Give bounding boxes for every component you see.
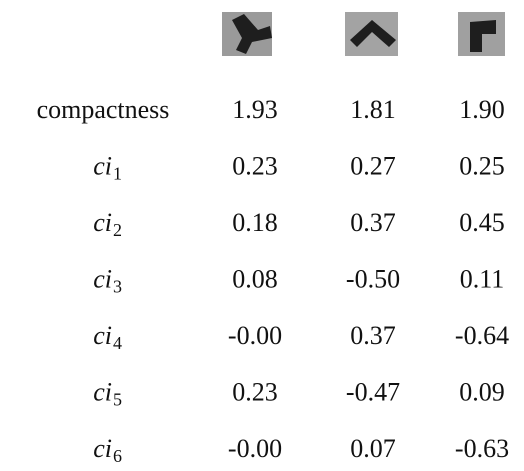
cell-value: 0.45 bbox=[459, 208, 505, 237]
cell-value: -0.47 bbox=[346, 377, 400, 406]
cell-value: 0.18 bbox=[232, 208, 278, 237]
row-label-subscript: 2 bbox=[113, 220, 122, 240]
cell-value: -0.00 bbox=[228, 321, 282, 350]
cell-value: 0.09 bbox=[459, 377, 505, 406]
row-label: compactness bbox=[37, 95, 170, 124]
cell-value: 0.08 bbox=[232, 264, 278, 293]
cell-value: 0.37 bbox=[350, 208, 396, 237]
cell-value: 0.37 bbox=[350, 321, 396, 350]
shape-image bbox=[458, 12, 505, 56]
cell-value: 0.27 bbox=[350, 151, 396, 180]
table-figure: compactness1.931.811.90ci10.230.270.25ci… bbox=[0, 0, 524, 471]
row-label-subscript: 3 bbox=[113, 277, 122, 297]
row-label: ci bbox=[93, 151, 112, 180]
cell-value: 0.23 bbox=[232, 377, 278, 406]
cell-value: 1.93 bbox=[232, 95, 278, 124]
row-label-subscript: 6 bbox=[113, 446, 122, 466]
cell-value: -0.63 bbox=[455, 434, 509, 463]
cell-value: 0.07 bbox=[350, 434, 396, 463]
cell-value: 0.23 bbox=[232, 151, 278, 180]
row-label: ci bbox=[93, 434, 112, 463]
cell-value: -0.00 bbox=[228, 434, 282, 463]
row-label: ci bbox=[93, 264, 112, 293]
cell-value: 1.81 bbox=[350, 95, 396, 124]
cell-value: 1.90 bbox=[459, 95, 505, 124]
cell-value: 0.25 bbox=[459, 151, 505, 180]
shape-image bbox=[222, 12, 272, 56]
row-label: ci bbox=[93, 377, 112, 406]
cell-value: -0.64 bbox=[455, 321, 509, 350]
cell-value: -0.50 bbox=[346, 264, 400, 293]
row-label: ci bbox=[93, 208, 112, 237]
row-label-subscript: 1 bbox=[113, 164, 122, 184]
row-label-subscript: 4 bbox=[113, 333, 122, 353]
shape-image bbox=[345, 12, 398, 56]
row-label-subscript: 5 bbox=[113, 390, 122, 410]
row-label: ci bbox=[93, 321, 112, 350]
cell-value: 0.11 bbox=[460, 264, 505, 293]
